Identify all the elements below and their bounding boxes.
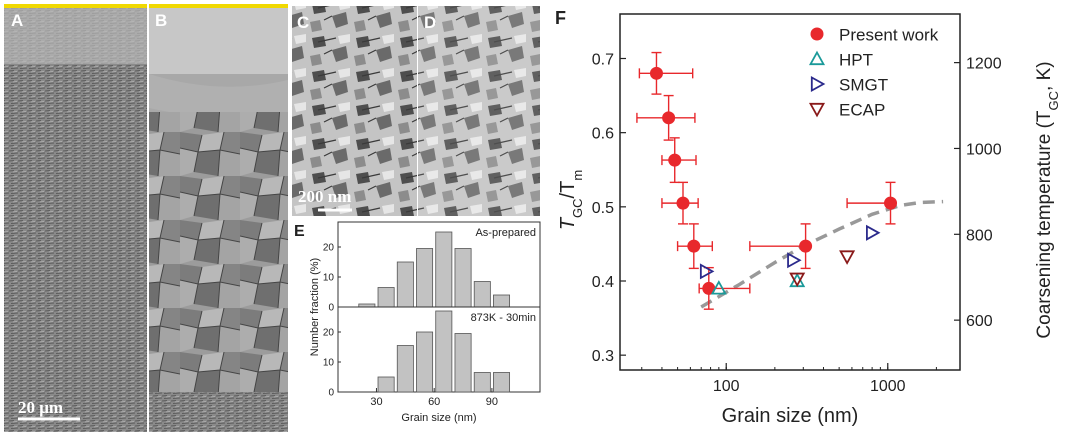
y2-tick-label: 1200 (966, 56, 1002, 73)
y-tick-label: 0.6 (592, 126, 614, 143)
x-tick-label: 60 (428, 396, 440, 408)
legend-label: HPT (839, 51, 873, 70)
subplot-label: 873K - 30min (471, 312, 536, 324)
subplot-label: As-prepared (475, 227, 536, 239)
data-point (884, 196, 898, 210)
data-point (699, 263, 715, 280)
y-tick-label: 20 (323, 328, 335, 339)
histogram-chart: 0 10 20 As-prepared 0 10 20 873K - 30min 30 60 90 G… (309, 221, 541, 424)
data-point (710, 280, 727, 295)
histogram-bar (416, 248, 434, 308)
x-tick-label: 100 (713, 378, 740, 395)
trend-line (700, 199, 944, 309)
y2-axis-label: Coarsening temperature (TGC, K) (1034, 61, 1061, 338)
legend-label: SMGT (839, 76, 888, 95)
histogram-bar (377, 376, 395, 393)
panel-e-label: E (294, 223, 305, 240)
legend-label: ECAP (839, 101, 885, 120)
histogram-bar (493, 294, 511, 308)
y-axis-label: TGC/Tm (557, 170, 585, 230)
histogram-bar (473, 372, 491, 393)
legend-marker (810, 75, 826, 93)
y-axis-label: Number fraction (%) (309, 258, 321, 356)
x-axis-label: Grain size (nm) (401, 412, 476, 424)
legend-marker (810, 27, 824, 41)
histogram-bar (454, 248, 472, 308)
data-point (668, 153, 682, 167)
y2-tick-label: 600 (966, 313, 993, 330)
scale-bar-label: 20 μm (18, 398, 63, 417)
panel-c: C 200 nm (292, 6, 417, 216)
data-point (789, 272, 806, 288)
y-tick-label: 20 (323, 243, 335, 254)
x-axis-label: Grain size (nm) (722, 405, 859, 427)
y-tick-label: 0.7 (592, 52, 614, 69)
y-tick-label: 0 (328, 388, 334, 399)
y-tick-label: 0.5 (592, 200, 614, 217)
histogram-bar (435, 231, 453, 308)
x-tick-label: 1000 (870, 378, 906, 395)
y-tick-label: 10 (323, 358, 335, 369)
y-tick-label: 0.3 (592, 348, 614, 365)
panel-a-label: A (11, 11, 23, 30)
panel-a: A 20 μm (4, 4, 148, 432)
panel-d-label: D (424, 13, 436, 32)
legend-marker (808, 50, 826, 66)
panel-b-label: B (155, 11, 167, 30)
data-point (649, 66, 663, 80)
y2-tick-label: 800 (966, 227, 993, 244)
panel-f-label: F (555, 8, 566, 28)
data-point (787, 252, 802, 269)
y-tick-label: 0.4 (592, 274, 614, 291)
histogram-bar (416, 331, 434, 393)
data-point (676, 196, 690, 210)
y-tick-label: 10 (323, 273, 335, 284)
histogram-bar (493, 372, 511, 393)
data-point (662, 111, 676, 125)
plot-frame (619, 13, 961, 371)
histogram-bar (396, 345, 414, 393)
data-point (702, 281, 716, 295)
histogram-bar (435, 310, 453, 393)
data-point (839, 250, 856, 265)
data-point (866, 224, 881, 241)
legend-marker (808, 102, 826, 118)
histogram-bar (473, 281, 491, 308)
histogram-bar (396, 261, 414, 308)
panel-c-label: C (297, 13, 309, 32)
panel-d: D (418, 6, 540, 216)
scale-bar-label-c: 200 nm (298, 187, 351, 206)
data-point (687, 239, 701, 253)
y-tick-label: 0 (328, 303, 334, 314)
scatter-chart: 0.3 0.4 0.5 0.6 0.7 600 800 1000 1200 100 1000 Grai… (557, 13, 1061, 427)
y2-tick-label: 1000 (966, 141, 1002, 158)
x-tick-label: 90 (486, 396, 498, 408)
data-point (799, 239, 813, 253)
panel-b: B (149, 4, 288, 432)
histogram-bar (377, 287, 395, 308)
histogram-bar (454, 333, 472, 393)
x-tick-label: 30 (370, 396, 382, 408)
legend-label: Present work (839, 26, 939, 45)
